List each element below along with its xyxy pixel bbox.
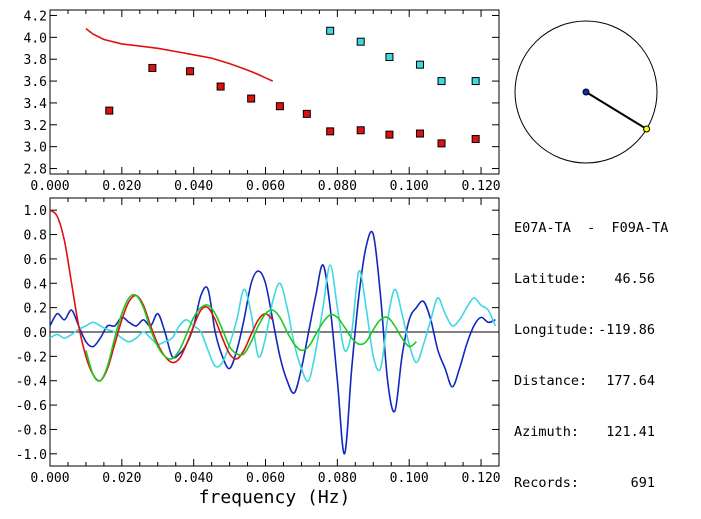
latitude-label: Latitude: <box>514 271 588 287</box>
bottom-x-tick-label: 0.080 <box>318 471 357 486</box>
top-red-marker <box>105 106 114 115</box>
top-red-marker <box>247 94 256 103</box>
top-cyan-marker <box>415 60 424 69</box>
bottom-cyan-series <box>49 264 497 383</box>
info-row-records: Records: 691 <box>514 475 699 492</box>
top-red-marker <box>385 130 394 139</box>
top-red-marker <box>415 129 424 138</box>
azimuth-label: Azimuth: <box>514 424 580 440</box>
azimuth-line <box>585 91 648 130</box>
latitude-value: 46.56 <box>614 271 655 287</box>
station-info: E07A-TA - F09A-TA Latitude: 46.56 Longit… <box>514 186 699 509</box>
bottom-y-tick-label: 0.6 <box>24 253 47 268</box>
bottom-y-tick-label: 0.8 <box>24 229 47 244</box>
bottom-y-tick-label: 0.2 <box>24 302 47 317</box>
bottom-y-tick-label: -1.0 <box>16 448 47 463</box>
distance-value: 177.64 <box>606 373 655 389</box>
station-pair-title: E07A-TA - F09A-TA <box>514 220 669 236</box>
bottom-x-tick-label: 0.000 <box>30 471 69 486</box>
top-x-tick-label: 0.100 <box>390 179 429 194</box>
bottom-x-tick-label: 0.060 <box>246 471 285 486</box>
bottom-y-tick-label: 0.4 <box>24 277 48 292</box>
bottom-x-tick-label: 0.040 <box>174 471 213 486</box>
bottom-y-tick-label: 1.0 <box>24 204 47 219</box>
info-row-latitude: Latitude: 46.56 <box>514 271 699 288</box>
top-red-marker <box>302 109 311 118</box>
top-panel-dispersion: 0.000 0.020 0.040 0.060 0.080 0.100 0.120 2.8 3.… <box>24 9 501 194</box>
bottom-y-tick-label: -0.6 <box>16 399 47 414</box>
top-y-tick-label: 2.8 <box>24 163 47 178</box>
top-cyan-marker <box>385 53 394 62</box>
bottom-green-series <box>85 293 417 382</box>
top-red-marker <box>148 63 157 72</box>
bottom-y-tick-label: -0.8 <box>16 423 47 438</box>
info-row-longitude: Longitude: -119.86 <box>514 322 699 339</box>
top-cyan-marker <box>326 26 335 35</box>
station-map <box>514 20 658 164</box>
info-row-distance: Distance: 177.64 <box>514 373 699 390</box>
top-cyan-marker <box>471 77 480 86</box>
bottom-x-tick-label: 0.100 <box>390 471 429 486</box>
bottom-blue-series <box>49 230 496 455</box>
top-y-tick-label: 4.2 <box>24 9 47 24</box>
x-axis-label: frequency (Hz) <box>199 487 351 508</box>
top-x-tick-label: 0.060 <box>246 179 285 194</box>
info-row-azimuth: Azimuth: 121.41 <box>514 424 699 441</box>
top-cyan-marker <box>356 37 365 46</box>
azimuth-value: 121.41 <box>606 424 655 440</box>
center-station-dot <box>582 88 590 96</box>
longitude-label: Longitude: <box>514 322 596 338</box>
top-y-tick-label: 3.0 <box>24 141 47 156</box>
top-x-tick-label: 0.020 <box>102 179 141 194</box>
bottom-x-tick-label: 0.120 <box>461 471 500 486</box>
top-y-tick-label: 3.6 <box>24 75 47 90</box>
bottom-y-tick-label: -0.4 <box>16 375 47 390</box>
top-red-marker <box>326 127 335 136</box>
top-cyan-marker <box>437 77 446 86</box>
records-label: Records: <box>514 475 580 491</box>
bottom-x-tick-label: 0.020 <box>102 471 141 486</box>
top-y-tick-label: 3.2 <box>24 119 47 134</box>
bottom-panel-coherency: 0.000 0.020 0.040 0.060 0.080 0.100 0.120 1.0 0.… <box>16 197 501 508</box>
top-red-marker <box>216 82 225 91</box>
top-x-tick-label: 0.040 <box>174 179 213 194</box>
top-red-marker <box>356 126 365 135</box>
top-y-tick-label: 4.0 <box>24 31 47 46</box>
top-y-tick-label: 3.8 <box>24 53 47 68</box>
bottom-y-tick-label: -0.2 <box>16 350 47 365</box>
top-x-tick-label: 0.080 <box>318 179 357 194</box>
top-frame <box>49 9 500 175</box>
top-red-marker <box>186 67 195 76</box>
top-x-tick-label: 0.120 <box>461 179 500 194</box>
top-x-tick-label: 0.000 <box>30 179 69 194</box>
top-red-marker <box>275 102 284 111</box>
top-model-curve <box>85 27 274 82</box>
remote-station-dot <box>643 125 651 133</box>
top-y-tick-label: 3.4 <box>24 97 48 112</box>
records-value: 691 <box>630 475 655 491</box>
distance-label: Distance: <box>514 373 588 389</box>
longitude-value: -119.86 <box>598 322 655 338</box>
map-circle <box>514 20 658 164</box>
bottom-y-tick-label: 0.0 <box>24 326 47 341</box>
top-red-marker <box>471 135 480 144</box>
top-red-marker <box>437 139 446 148</box>
